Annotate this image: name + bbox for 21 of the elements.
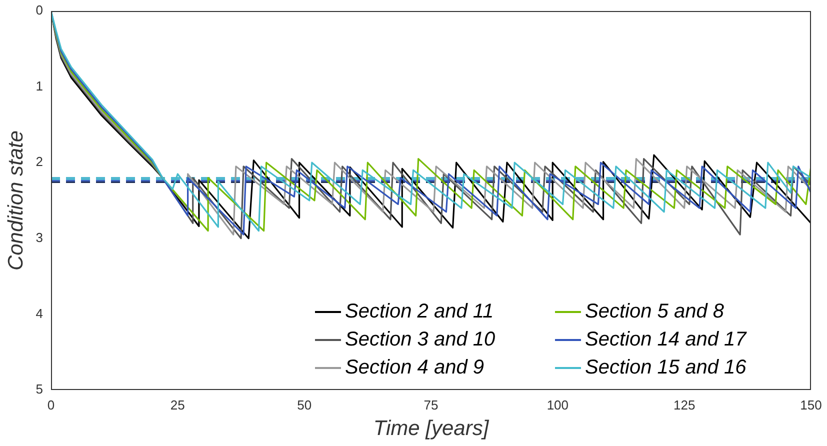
y-tick-label: 5 [36,382,43,397]
legend-label: Section 5 and 8 [585,300,724,323]
y-tick-label: 0 [36,2,43,18]
x-tick-label: 100 [546,397,569,412]
x-tick-label: 25 [170,397,185,412]
legend-label: Section 2 and 11 [345,300,494,323]
legend-label: Section 4 and 9 [345,356,484,379]
legend-label: Section 14 and 17 [585,328,748,351]
y-axis-title: Condition state [4,130,28,271]
y-tick-label: 2 [36,154,43,170]
y-tick-label: 3 [36,230,43,245]
x-tick-label: 75 [424,397,438,412]
x-tick-label: 0 [47,397,55,412]
x-tick-label: 150 [800,397,822,412]
x-axis-title: Time [years] [373,417,490,440]
legend-label: Section 15 and 16 [585,356,748,379]
legend-label: Section 3 and 10 [345,328,496,351]
x-tick-label: 125 [673,397,696,412]
y-tick-label: 1 [36,78,43,94]
x-tick-label: 50 [297,397,312,412]
y-tick-label: 4 [36,306,43,321]
